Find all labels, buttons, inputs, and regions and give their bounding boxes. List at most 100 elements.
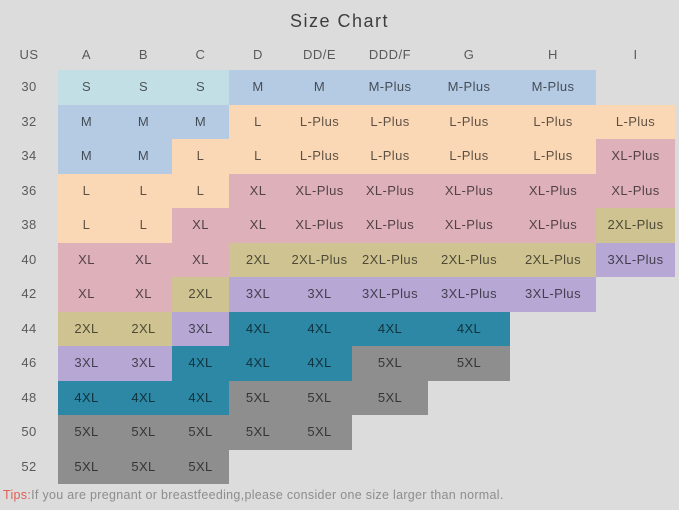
column-header-d: D <box>253 47 263 62</box>
size-cell: L <box>115 208 172 243</box>
row-label-us-42: 42 <box>21 286 37 301</box>
empty-cell <box>596 381 675 416</box>
size-cell: L <box>58 173 115 208</box>
size-cell: M <box>287 70 352 105</box>
size-cell: 2XL-Plus <box>352 242 428 277</box>
size-cell: XL-Plus <box>428 208 510 243</box>
size-cell: 3XL <box>229 277 287 312</box>
size-cell: 2XL-Plus <box>596 208 675 243</box>
empty-cell <box>428 415 510 450</box>
size-cell: L <box>172 173 229 208</box>
size-cell: L-Plus <box>510 139 596 174</box>
size-cell: M-Plus <box>510 70 596 105</box>
size-cell: M-Plus <box>352 70 428 105</box>
size-cell: 3XL <box>58 346 115 381</box>
size-cell: M <box>115 139 172 174</box>
size-cell: 4XL <box>229 311 287 346</box>
size-cell: L <box>172 139 229 174</box>
size-cell: 5XL <box>172 449 229 484</box>
page-title: Size Chart <box>289 11 390 31</box>
size-cell: 5XL <box>352 346 428 381</box>
empty-cell <box>510 346 596 381</box>
size-cell: 4XL <box>172 346 229 381</box>
size-cell: 4XL <box>287 346 352 381</box>
row-label-us-32: 32 <box>21 113 37 129</box>
size-cell: XL <box>115 242 172 277</box>
size-cell: 2XL <box>229 242 287 277</box>
size-cell: 4XL <box>172 380 229 415</box>
size-cell: 5XL <box>287 380 352 415</box>
size-cell: L <box>58 208 115 243</box>
size-cell: XL <box>229 173 287 208</box>
empty-cell <box>596 277 675 312</box>
size-cell: XL-Plus <box>352 173 428 208</box>
size-cell: S <box>115 70 172 105</box>
row-label-us-38: 38 <box>21 217 37 232</box>
size-cell: XL <box>115 277 172 312</box>
size-cell: 3XL-Plus <box>428 277 510 312</box>
tips-text: If you are pregnant or breastfeeding,ple… <box>31 488 504 502</box>
size-cell: XL-Plus <box>287 208 352 243</box>
row-label-us-40: 40 <box>21 251 37 267</box>
size-cell: 4XL <box>352 311 428 346</box>
size-cell: XL-Plus <box>352 208 428 243</box>
size-cell: 5XL <box>172 415 229 450</box>
size-cell: 5XL <box>287 415 352 450</box>
size-cell: XL-Plus <box>596 173 675 208</box>
size-cell: L <box>229 104 287 139</box>
size-chart-table: US A B C D DD/E DDD/F G H I 30 S S S M M M-Plus M-Plus M-P… <box>0 40 675 484</box>
size-cell: 5XL <box>229 380 287 415</box>
column-header-ddd-f: DDD/F <box>368 47 412 62</box>
size-cell: L-Plus <box>352 104 428 139</box>
size-cell: 3XL-Plus <box>596 242 675 277</box>
size-cell: XL-Plus <box>596 139 675 174</box>
empty-cell <box>596 346 675 381</box>
empty-cell <box>596 312 675 347</box>
size-cell: XL-Plus <box>428 173 510 208</box>
size-cell: XL <box>58 242 115 277</box>
row-label-us-34: 34 <box>21 148 37 163</box>
row-label-us-46: 46 <box>21 355 37 370</box>
size-cell: M <box>58 139 115 174</box>
empty-cell <box>428 450 510 485</box>
column-header-g: G <box>463 47 475 62</box>
size-cell: L-Plus <box>287 104 352 139</box>
empty-cell <box>510 312 596 347</box>
row-label-us-44: 44 <box>21 320 37 336</box>
size-cell: L <box>115 173 172 208</box>
size-cell: 3XL-Plus <box>352 277 428 312</box>
size-cell: 4XL <box>428 311 510 346</box>
size-cell: 2XL-Plus <box>287 242 352 277</box>
size-cell: XL <box>229 208 287 243</box>
column-header-h: H <box>548 47 558 62</box>
size-cell: 2XL <box>58 311 115 346</box>
size-cell: 2XL-Plus <box>510 242 596 277</box>
column-header-i: I <box>633 47 638 62</box>
empty-cell <box>352 415 428 450</box>
size-cell: L-Plus <box>352 139 428 174</box>
column-header-us: US <box>19 47 39 62</box>
size-cell: 2XL <box>172 277 229 312</box>
empty-cell <box>510 450 596 485</box>
size-cell: XL <box>58 277 115 312</box>
size-cell: XL-Plus <box>510 173 596 208</box>
size-cell: 3XL <box>172 311 229 346</box>
column-header-b: B <box>138 47 149 62</box>
column-header-a: A <box>81 47 92 62</box>
empty-cell <box>596 450 675 485</box>
size-cell: 5XL <box>115 415 172 450</box>
empty-cell <box>352 450 428 485</box>
size-cell: M <box>115 104 172 139</box>
size-cell: XL-Plus <box>510 208 596 243</box>
empty-cell <box>510 381 596 416</box>
size-cell: 2XL <box>115 311 172 346</box>
size-cell: 5XL <box>229 415 287 450</box>
size-cell: 4XL <box>229 346 287 381</box>
row-label-us-52: 52 <box>21 458 37 474</box>
size-cell: S <box>172 70 229 105</box>
size-cell: L-Plus <box>596 104 675 139</box>
size-cell: XL-Plus <box>287 173 352 208</box>
size-cell: 2XL-Plus <box>428 242 510 277</box>
column-header-dd-e: DD/E <box>302 47 337 62</box>
tips-label: Tips: <box>3 488 32 502</box>
